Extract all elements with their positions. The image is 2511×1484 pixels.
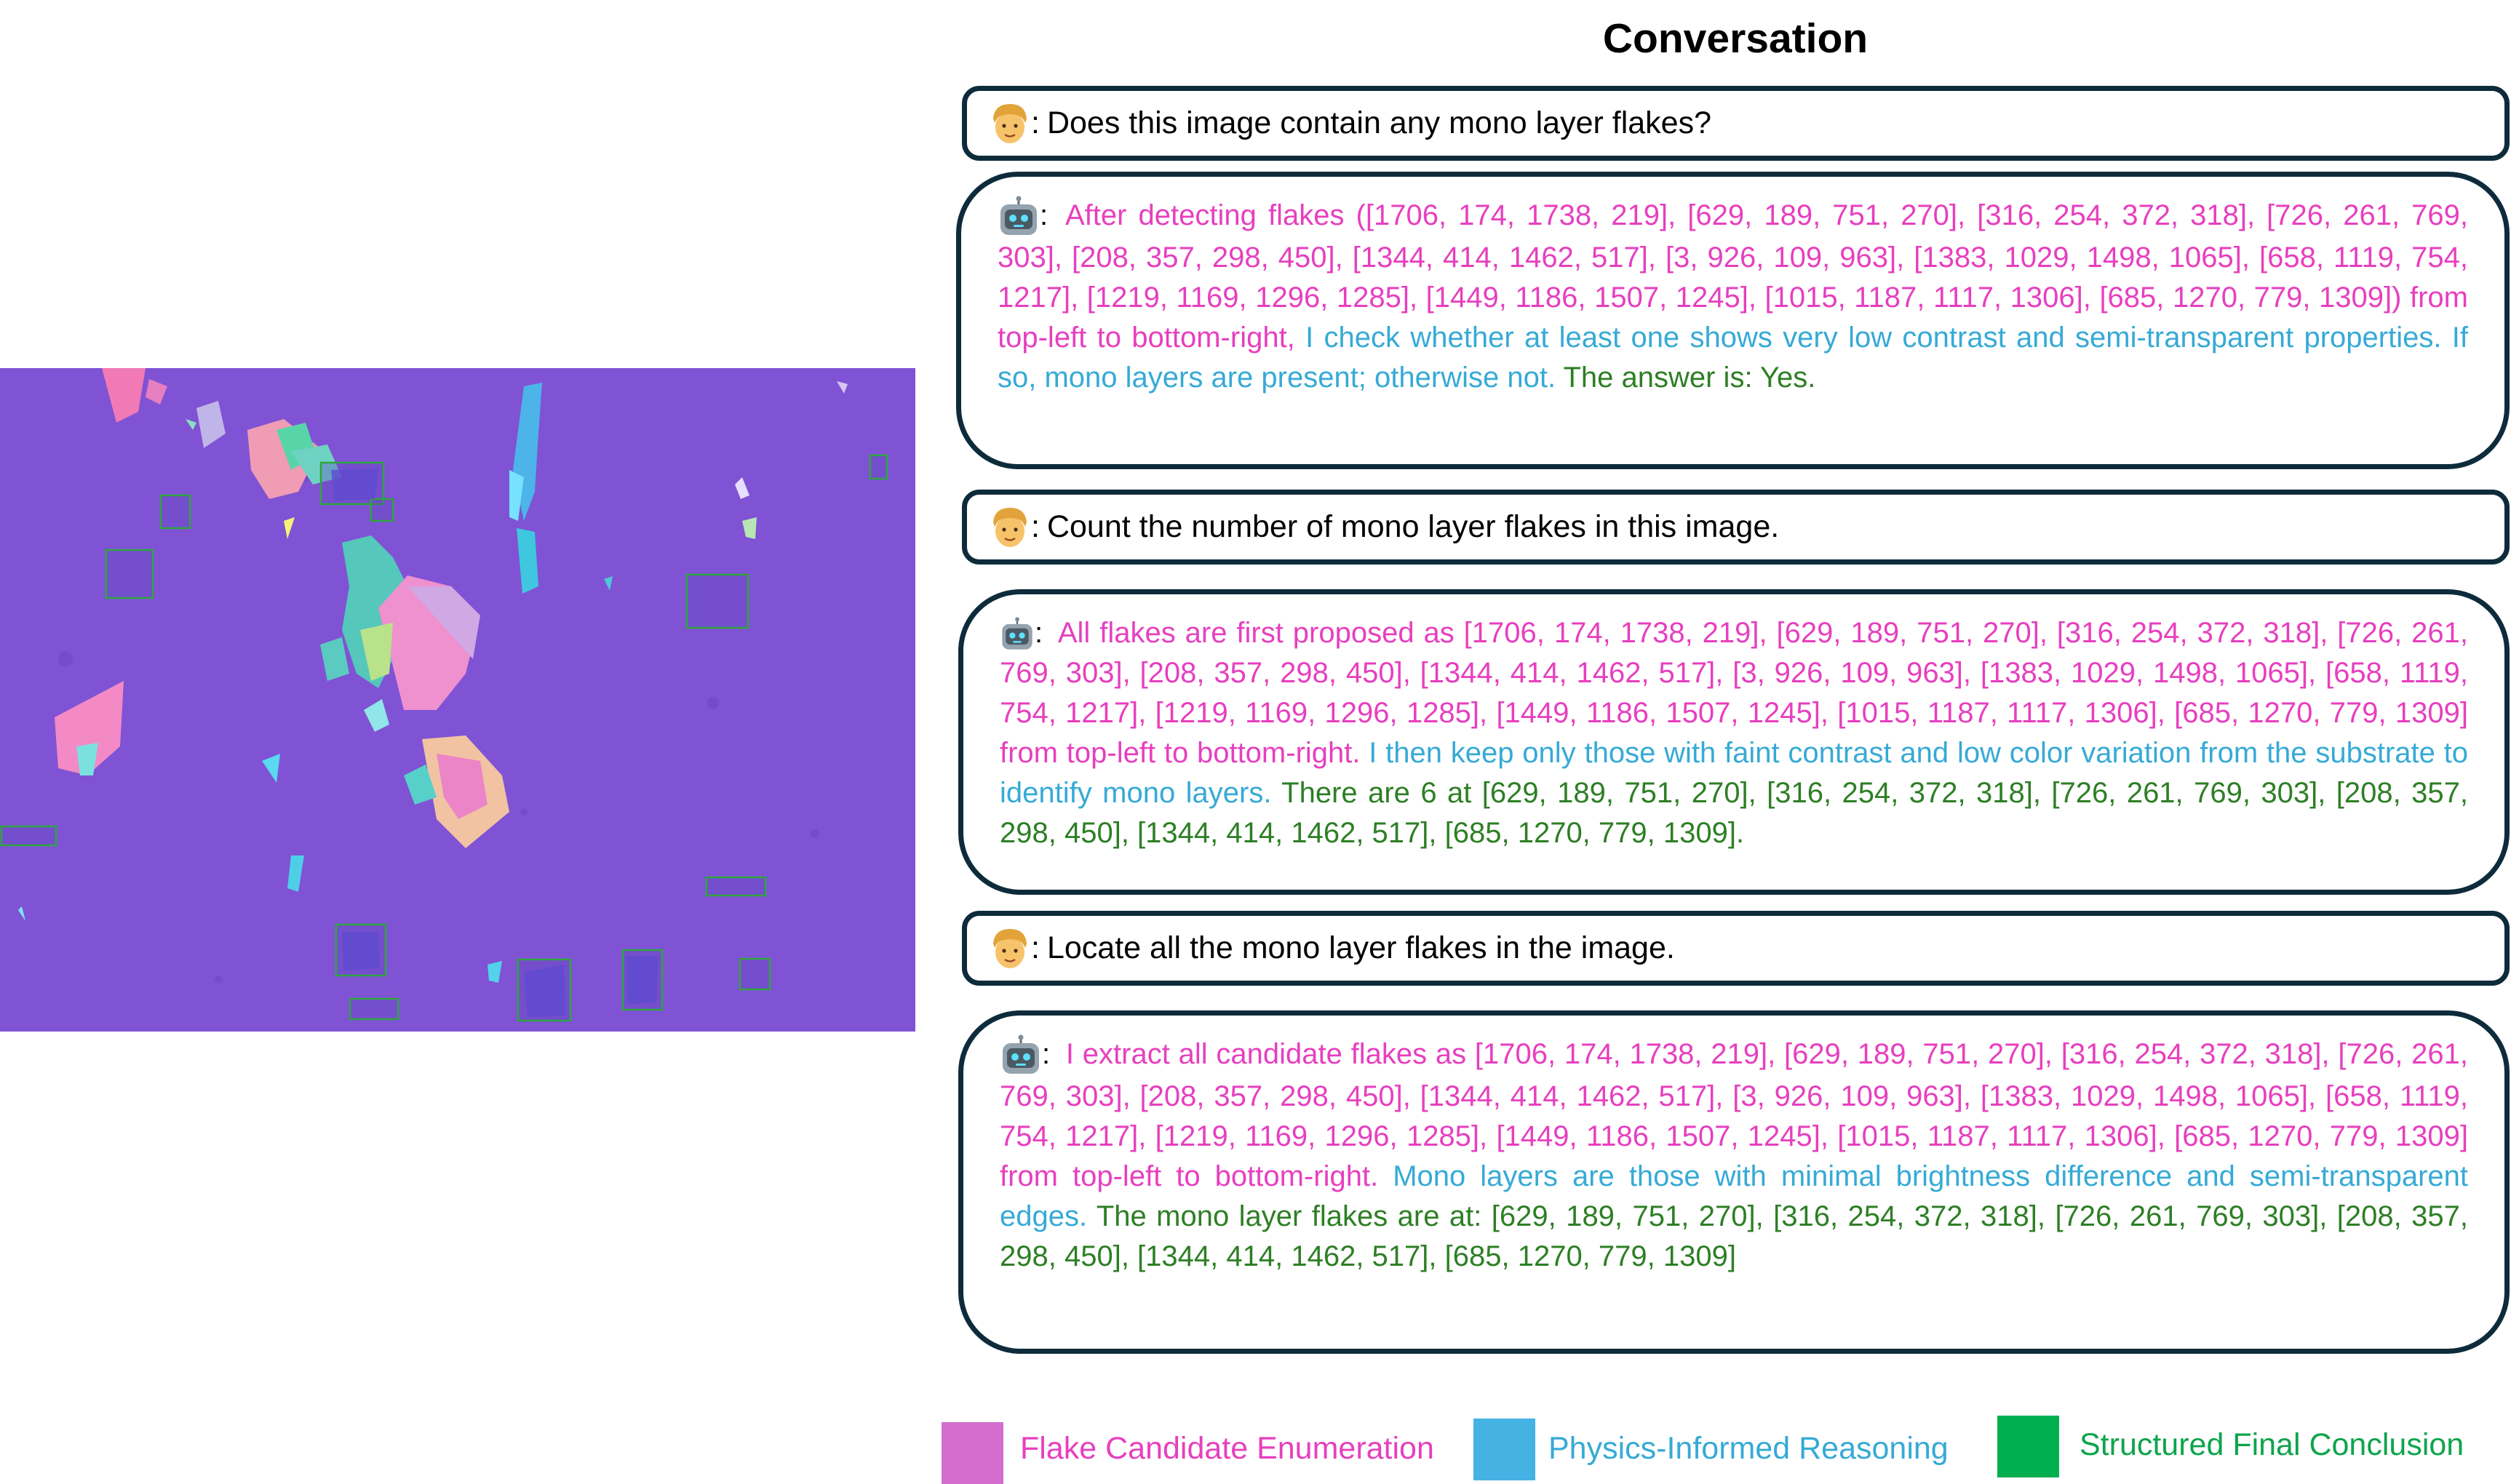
man-face-icon <box>989 926 1031 971</box>
legend-swatch-conclusion <box>1997 1416 2059 1477</box>
man-face-icon <box>989 505 1031 550</box>
user-question-text: Count the number of mono layer flakes in… <box>1047 509 1779 545</box>
final-conclusion-text: The mono layer flakes are at: [629, 189,… <box>1000 1200 2468 1272</box>
robot-face-icon <box>1000 1034 1042 1077</box>
robot-face-icon <box>1000 617 1035 652</box>
conversation-title: Conversation <box>960 15 2510 63</box>
user-question-text: Locate all the mono layer flakes in the … <box>1047 930 1675 966</box>
legend-label-candidate: Flake Candidate Enumeration <box>1020 1431 1434 1467</box>
user-message-2: : Count the number of mono layer flakes … <box>962 490 2510 565</box>
substrate <box>0 368 915 1032</box>
legend-swatch-candidate <box>942 1422 1003 1484</box>
final-conclusion-text: The answer is: Yes. <box>1563 362 1815 394</box>
user-question-text: Does this image contain any mono layer f… <box>1047 105 1711 141</box>
legend-swatch-physics <box>1473 1419 1535 1480</box>
robot-face-icon <box>998 196 1040 238</box>
bot-message-2: : All flakes are first proposed as [1706… <box>958 589 2510 895</box>
user-message-1: : Does this image contain any mono layer… <box>962 86 2510 161</box>
legend-label-conclusion: Structured Final Conclusion <box>2080 1427 2464 1463</box>
legend-label-physics: Physics-Informed Reasoning <box>1548 1431 1949 1467</box>
man-face-icon <box>989 101 1031 146</box>
flake-micrograph <box>0 368 915 1032</box>
bot-message-3: : I extract all candidate flakes as [170… <box>958 1010 2510 1354</box>
user-message-3: : Locate all the mono layer flakes in th… <box>962 911 2510 986</box>
bot-message-1: : After detecting flakes ([1706, 174, 17… <box>956 172 2510 469</box>
